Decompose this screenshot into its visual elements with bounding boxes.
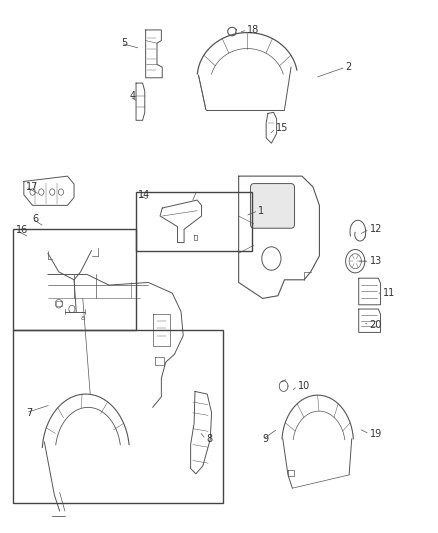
Text: 14: 14 — [138, 190, 151, 200]
Text: 6: 6 — [32, 214, 38, 224]
Text: 5: 5 — [121, 38, 127, 48]
Text: a: a — [81, 314, 85, 321]
Text: 13: 13 — [370, 256, 382, 266]
Text: 19: 19 — [370, 429, 382, 439]
Text: 15: 15 — [276, 123, 288, 133]
Bar — [13, 229, 136, 330]
Text: 12: 12 — [370, 224, 382, 235]
Text: 4: 4 — [130, 91, 136, 101]
Text: 1: 1 — [258, 206, 265, 216]
Bar — [136, 192, 252, 251]
Text: 2: 2 — [346, 62, 352, 72]
Text: 10: 10 — [297, 381, 310, 391]
Bar — [13, 330, 223, 503]
Text: 9: 9 — [263, 434, 269, 445]
Text: 11: 11 — [383, 288, 395, 298]
FancyBboxPatch shape — [251, 183, 294, 228]
Text: 17: 17 — [26, 182, 39, 192]
Text: 7: 7 — [26, 408, 32, 418]
Text: 16: 16 — [16, 225, 28, 236]
Text: 20: 20 — [370, 320, 382, 330]
Text: 18: 18 — [247, 25, 260, 35]
Text: 8: 8 — [206, 434, 212, 445]
